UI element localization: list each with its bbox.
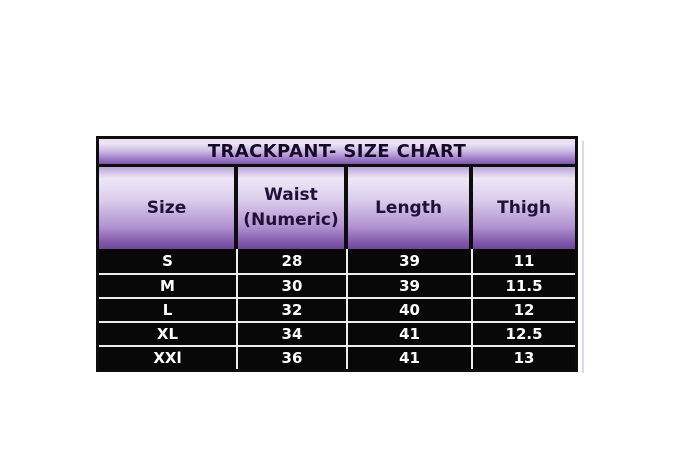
cell-thigh: 13 <box>513 348 535 367</box>
table-row-xxl: XXl 36 41 13 <box>99 345 575 369</box>
cell-size: XXl <box>99 347 238 369</box>
column-header-length: Length <box>347 167 474 249</box>
column-header-thigh: Thigh <box>473 167 575 249</box>
table-row-s: S 28 39 11 <box>99 249 575 273</box>
cell-length: 41 <box>348 347 474 369</box>
cell-size: S <box>99 249 238 273</box>
table-row-l: L 32 40 12 <box>99 297 575 321</box>
table-row-xl: XL 34 41 12.5 <box>99 321 575 345</box>
cell-length: 40 <box>348 299 474 321</box>
cell-size: L <box>99 299 238 321</box>
cell-size: XL <box>99 323 238 345</box>
cell-thigh: 12.5 <box>505 324 543 343</box>
cell-thigh: 11.5 <box>505 276 543 295</box>
cell-length: 41 <box>348 323 474 345</box>
table-body: S 28 39 11 M 30 39 11.5 L 32 40 12 XL 34… <box>99 249 575 369</box>
cell-length: 39 <box>348 249 474 273</box>
cell-waist: 32 <box>238 299 348 321</box>
size-chart-table: TRACKPANT- SIZE CHART Size Waist (Numeri… <box>96 136 584 373</box>
cell-length: 39 <box>348 275 474 297</box>
cell-waist: 30 <box>238 275 348 297</box>
column-header-size: Size <box>99 167 238 249</box>
cell-waist: 28 <box>238 249 348 273</box>
cell-waist: 34 <box>238 323 348 345</box>
cell-waist: 36 <box>238 347 348 369</box>
table-header-row: Size Waist (Numeric) Length Thigh <box>99 167 575 249</box>
table-row-m: M 30 39 11.5 <box>99 273 575 297</box>
cell-thigh: 11 <box>513 251 535 270</box>
cell-size: M <box>99 275 238 297</box>
table-title: TRACKPANT- SIZE CHART <box>99 139 575 167</box>
column-header-waist: Waist (Numeric) <box>237 167 348 249</box>
cell-thigh: 12 <box>513 300 535 319</box>
